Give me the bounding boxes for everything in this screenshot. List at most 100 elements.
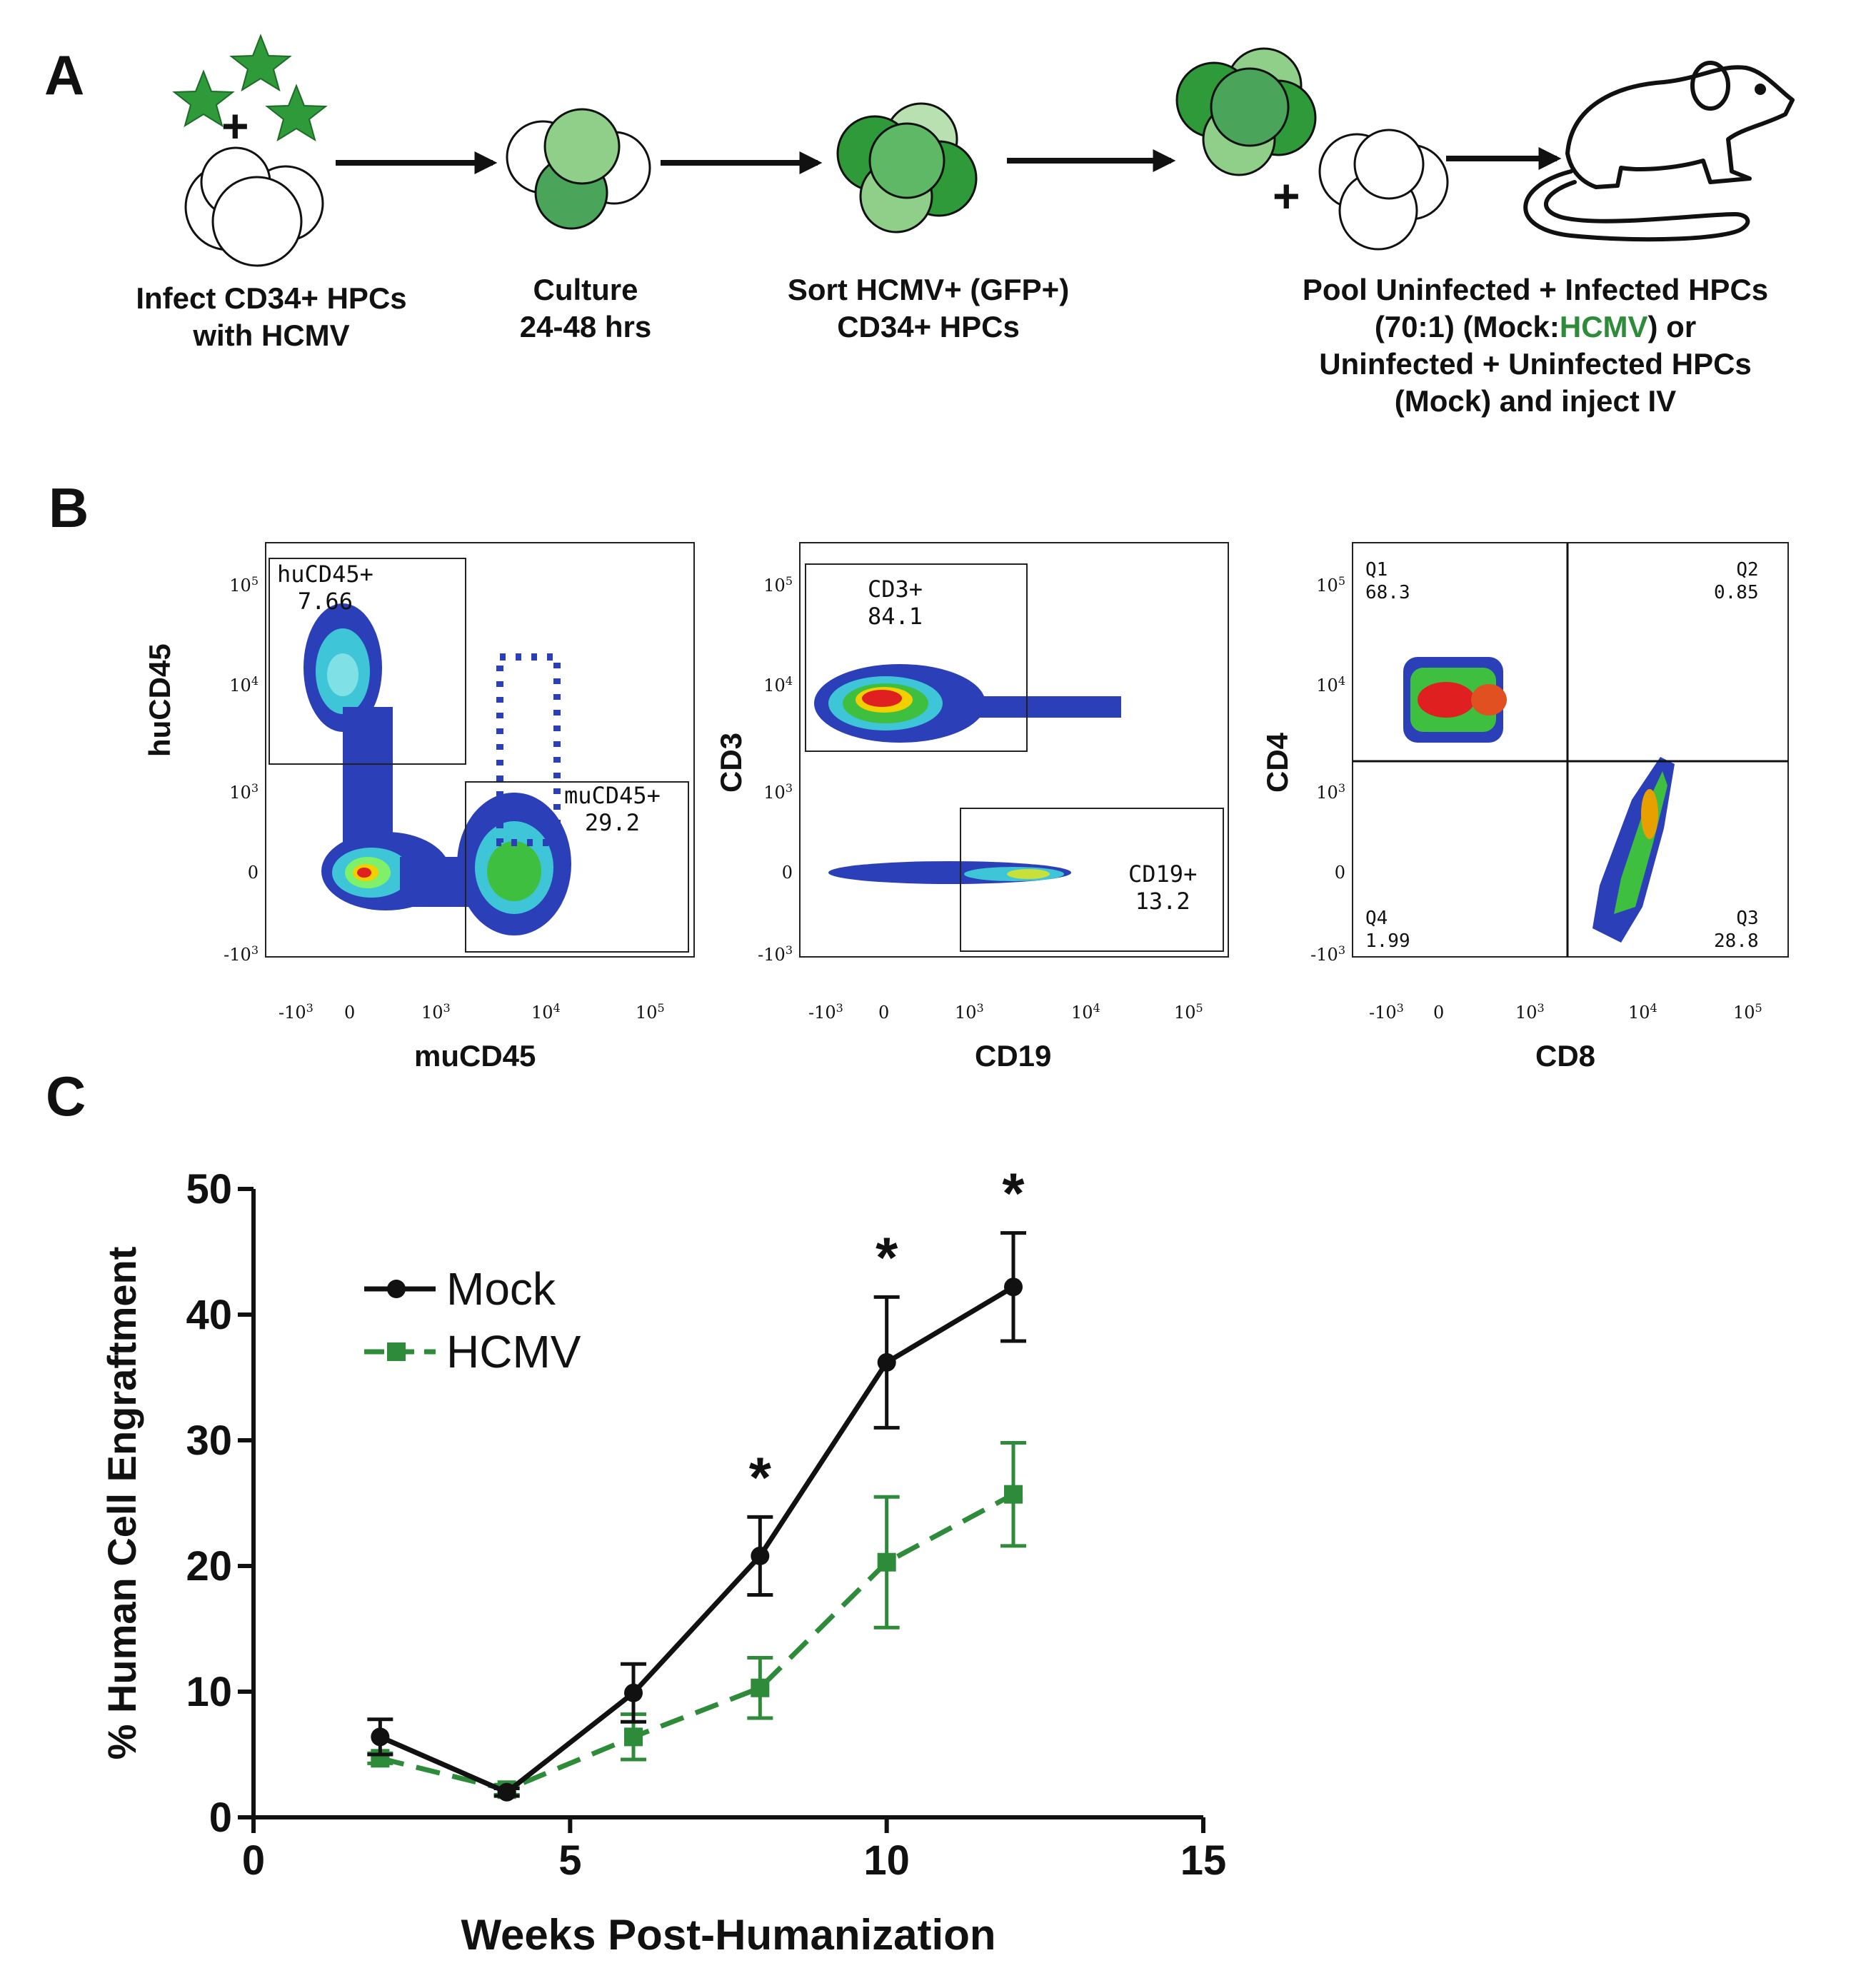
data-point [371, 1727, 390, 1747]
significance-star: * [1002, 1162, 1025, 1225]
flow-plot-2-xlabel: CD19 [975, 1039, 1052, 1073]
sorted-infected-cells-icon [836, 102, 978, 234]
flow-plot-3-frame [1352, 542, 1789, 958]
flow-x-tick-label: -103 [1369, 1001, 1404, 1023]
data-point [1004, 1485, 1023, 1504]
series-line-hcmv [379, 1492, 1015, 1792]
flow-x-tick-label: 103 [1515, 1001, 1545, 1023]
series-line-mock [378, 1285, 1015, 1795]
gate-cd3-label: CD3+ 84.1 [868, 576, 923, 630]
pooled-infected-cells-icon [1175, 47, 1317, 176]
gate-hucd45-label: huCD45+ 7.66 [277, 561, 373, 615]
data-point [877, 1352, 896, 1372]
flow-y-tick-label: 103 [1316, 781, 1345, 803]
flow-plot-2-density [814, 664, 1121, 884]
flow-plot-2-ylabel: CD3 [714, 732, 748, 793]
significance-star: * [876, 1225, 898, 1289]
y-tick-label: 20 [186, 1543, 232, 1590]
quadrant-q4-label: Q4 1.99 [1365, 908, 1410, 952]
legend-label: HCMV [446, 1326, 581, 1377]
gate-cd19 [960, 808, 1224, 952]
flow-x-tick-label: 0 [878, 1003, 890, 1023]
y-tick-label: 50 [186, 1166, 232, 1213]
step-infect-label: Infect CD34+ HPCs with HCMV [136, 281, 407, 352]
plus-sign: + [1273, 169, 1300, 222]
legend-marker [387, 1342, 406, 1361]
quadrant-q3-label: Q3 28.8 [1714, 908, 1759, 952]
flow-y-tick-label: -103 [1310, 943, 1345, 965]
uninfected-cells-icon [184, 146, 324, 267]
data-point [751, 1678, 770, 1697]
flow-x-tick-label: 103 [955, 1001, 984, 1023]
legend-marker [387, 1280, 406, 1298]
flow-y-tick-label: 0 [247, 863, 259, 883]
significance-star: * [749, 1445, 772, 1509]
data-point [1004, 1277, 1023, 1297]
flow-x-tick-label: 105 [636, 1001, 665, 1023]
flow-y-tick-label: -103 [758, 943, 793, 965]
flow-y-tick-label: 104 [229, 674, 259, 696]
flow-x-tick-label: -103 [808, 1001, 843, 1023]
x-tick-label: 15 [1180, 1837, 1227, 1884]
quadrant-q2-label: Q2 0.85 [1714, 559, 1759, 603]
flow-plot-1-xlabel: muCD45 [414, 1039, 536, 1073]
flow-y-tick-label: 104 [763, 674, 793, 696]
flow-plot-3-ylabel: CD4 [1260, 732, 1294, 793]
cultured-cells-icon [506, 108, 651, 230]
flow-y-tick-label: 105 [229, 574, 259, 596]
data-point [497, 1782, 516, 1802]
x-axis-title: Weeks Post-Humanization [461, 1911, 995, 1959]
y-tick-label: 30 [186, 1417, 232, 1464]
flow-y-tick-label: 103 [763, 781, 793, 803]
flow-plot-2-frame [799, 542, 1229, 958]
flow-x-tick-label: 0 [344, 1003, 356, 1023]
y-tick-label: 0 [209, 1794, 232, 1841]
gate-hucd45 [269, 558, 466, 765]
gate-mucd45-label: muCD45+ 29.2 [564, 782, 661, 836]
flow-y-tick-label: -103 [224, 943, 259, 965]
data-point [751, 1546, 770, 1565]
data-point [877, 1552, 896, 1572]
engraftment-line-chart: 0 5 10 15 0 10 20 30 40 50 Weeks Post-Humanization… [99, 1162, 1227, 1959]
flow-y-tick-label: 105 [1316, 574, 1345, 596]
flow-y-tick-label: 104 [1316, 674, 1345, 696]
mouse-icon [1523, 61, 1795, 242]
flow-x-tick-label: 103 [421, 1001, 451, 1023]
step-sort-label: Sort HCMV+ (GFP+) CD34+ HPCs [787, 273, 1070, 343]
gate-cd19-label: CD19+ 13.2 [1128, 860, 1198, 915]
pooled-uninfected-cells-icon [1318, 129, 1449, 251]
flow-y-tick-label: 105 [763, 574, 793, 596]
flow-plot-1-ylabel: huCD45 [143, 643, 176, 757]
gate-cd3 [805, 563, 1028, 752]
quadrant-q1-label: Q1 68.3 [1365, 559, 1410, 603]
data-point [624, 1683, 643, 1702]
legend-label: Mock [446, 1263, 556, 1315]
flow-plot-3-density [1403, 657, 1675, 943]
flow-y-tick-label: 103 [229, 781, 259, 803]
flow-y-tick-label: 0 [1334, 863, 1345, 883]
panel-a-label: A [44, 44, 85, 106]
flow-x-tick-label: -103 [279, 1001, 313, 1023]
panel-b-label: B [49, 476, 89, 539]
data-point [624, 1727, 643, 1747]
flow-x-tick-label: 105 [1174, 1001, 1203, 1023]
y-tick-label: 10 [186, 1669, 232, 1715]
flow-x-tick-label: 104 [531, 1001, 561, 1023]
flow-x-tick-label: 104 [1071, 1001, 1100, 1023]
flow-cytometry-plots [265, 542, 1789, 958]
flow-x-tick-label: 104 [1628, 1001, 1657, 1023]
y-axis-title: % Human Cell Engraftment [99, 1247, 144, 1760]
flow-plot-1-density [304, 603, 571, 935]
x-tick-label: 5 [558, 1837, 581, 1884]
virus-star-icon [172, 34, 328, 142]
flow-y-tick-label: 0 [781, 863, 793, 883]
x-tick-label: 10 [863, 1837, 910, 1884]
step-culture-label: Culture 24-48 hrs [519, 273, 652, 343]
workflow-diagram [172, 34, 1795, 267]
x-tick-label: 0 [242, 1837, 265, 1884]
flow-x-tick-label: 105 [1733, 1001, 1762, 1023]
y-tick-label: 40 [186, 1292, 232, 1338]
flow-plot-3-xlabel: CD8 [1535, 1039, 1596, 1073]
plus-sign: + [221, 99, 249, 152]
panel-c-label: C [46, 1065, 86, 1128]
